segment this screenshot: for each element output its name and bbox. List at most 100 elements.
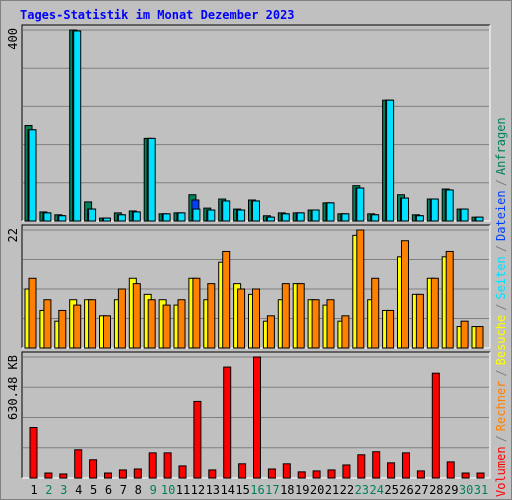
bar xyxy=(371,277,380,349)
legend-separator: / xyxy=(494,179,508,186)
bar xyxy=(386,309,395,349)
x-tick-label: 18 xyxy=(280,483,294,497)
bar xyxy=(282,463,291,479)
bar xyxy=(296,212,305,222)
bar xyxy=(446,461,455,479)
x-tick-label: 1 xyxy=(30,483,37,497)
bar xyxy=(104,472,112,479)
panel-border xyxy=(21,224,490,348)
bar xyxy=(416,470,425,479)
bar xyxy=(460,208,469,222)
bar xyxy=(312,470,321,479)
bar xyxy=(222,250,231,349)
bar xyxy=(147,299,156,349)
bar xyxy=(29,427,38,479)
bar xyxy=(192,277,201,349)
x-tick-label: 26 xyxy=(399,483,413,497)
x-tick-label: 11 xyxy=(176,483,190,497)
bar xyxy=(58,309,67,349)
bar xyxy=(445,189,454,222)
bar xyxy=(193,400,202,479)
bar xyxy=(311,299,320,349)
bar xyxy=(192,208,201,222)
bar xyxy=(341,213,350,222)
bar xyxy=(281,213,290,222)
bar xyxy=(431,372,440,479)
bar xyxy=(356,229,365,349)
bar xyxy=(445,250,454,349)
bar xyxy=(327,469,336,479)
bar xyxy=(28,129,37,222)
bar xyxy=(177,212,186,222)
x-tick-label: 19 xyxy=(295,483,309,497)
x-tick-label: 27 xyxy=(414,483,428,497)
x-tick-label: 23 xyxy=(355,483,369,497)
bar xyxy=(252,200,260,222)
bar xyxy=(253,356,261,479)
x-tick-label: 17 xyxy=(265,483,279,497)
bar xyxy=(311,209,320,222)
legend-entry: Seiten xyxy=(494,256,508,299)
x-tick-label: 3 xyxy=(60,483,67,497)
bar xyxy=(74,449,83,479)
legend-separator: / xyxy=(494,435,508,442)
bar xyxy=(207,209,216,222)
bar xyxy=(475,326,484,349)
bar xyxy=(386,99,395,222)
bar xyxy=(89,459,98,479)
bar xyxy=(461,472,470,479)
bar xyxy=(88,299,97,349)
x-tick-label: 15 xyxy=(235,483,249,497)
bar xyxy=(43,212,52,222)
bar xyxy=(415,215,424,222)
bar xyxy=(357,454,366,479)
x-tick-label: 13 xyxy=(206,483,220,497)
bar xyxy=(28,277,37,349)
legend-entry: Anfragen xyxy=(494,117,508,175)
x-tick-label: 12 xyxy=(191,483,205,497)
x-tick-label: 25 xyxy=(384,483,398,497)
y-tick-label: 400 xyxy=(6,28,20,50)
bar xyxy=(252,288,260,349)
legend-entry: Dateien xyxy=(494,190,508,241)
bar xyxy=(148,452,157,479)
bar xyxy=(267,468,276,479)
bar xyxy=(222,200,231,222)
bar xyxy=(162,304,171,349)
bar xyxy=(117,288,126,349)
bar xyxy=(59,473,68,479)
chart-title: Tages-Statistik im Monat Dezember 2023 xyxy=(20,8,295,22)
bar xyxy=(162,213,171,222)
bar xyxy=(208,469,217,479)
bar xyxy=(266,216,275,222)
bar xyxy=(266,315,275,349)
bar xyxy=(460,320,469,349)
bar xyxy=(297,471,306,479)
bar xyxy=(178,465,187,479)
bar xyxy=(207,283,216,349)
bar xyxy=(132,211,141,222)
bar xyxy=(387,462,396,479)
bar xyxy=(88,208,97,222)
bar xyxy=(103,315,111,349)
x-tick-label: 16 xyxy=(250,483,264,497)
bar xyxy=(356,187,365,222)
y-tick-label: 630.48 KB xyxy=(6,355,20,420)
bar xyxy=(281,283,290,349)
x-tick-label: 20 xyxy=(310,483,324,497)
legend-entry: Besuche xyxy=(494,315,508,366)
bar xyxy=(132,283,141,349)
bar xyxy=(118,469,127,479)
x-tick-label: 22 xyxy=(340,483,354,497)
x-tick-label: 31 xyxy=(474,483,488,497)
x-tick-label: 9 xyxy=(150,483,157,497)
bar xyxy=(401,197,409,222)
x-tick-label: 21 xyxy=(325,483,339,497)
x-tick-label: 29 xyxy=(444,483,458,497)
bar xyxy=(402,452,410,479)
bar xyxy=(73,304,82,349)
legend-entry: Volumen xyxy=(494,446,508,497)
bar xyxy=(430,277,439,349)
x-tick-label: 30 xyxy=(459,483,473,497)
bar xyxy=(117,214,126,222)
